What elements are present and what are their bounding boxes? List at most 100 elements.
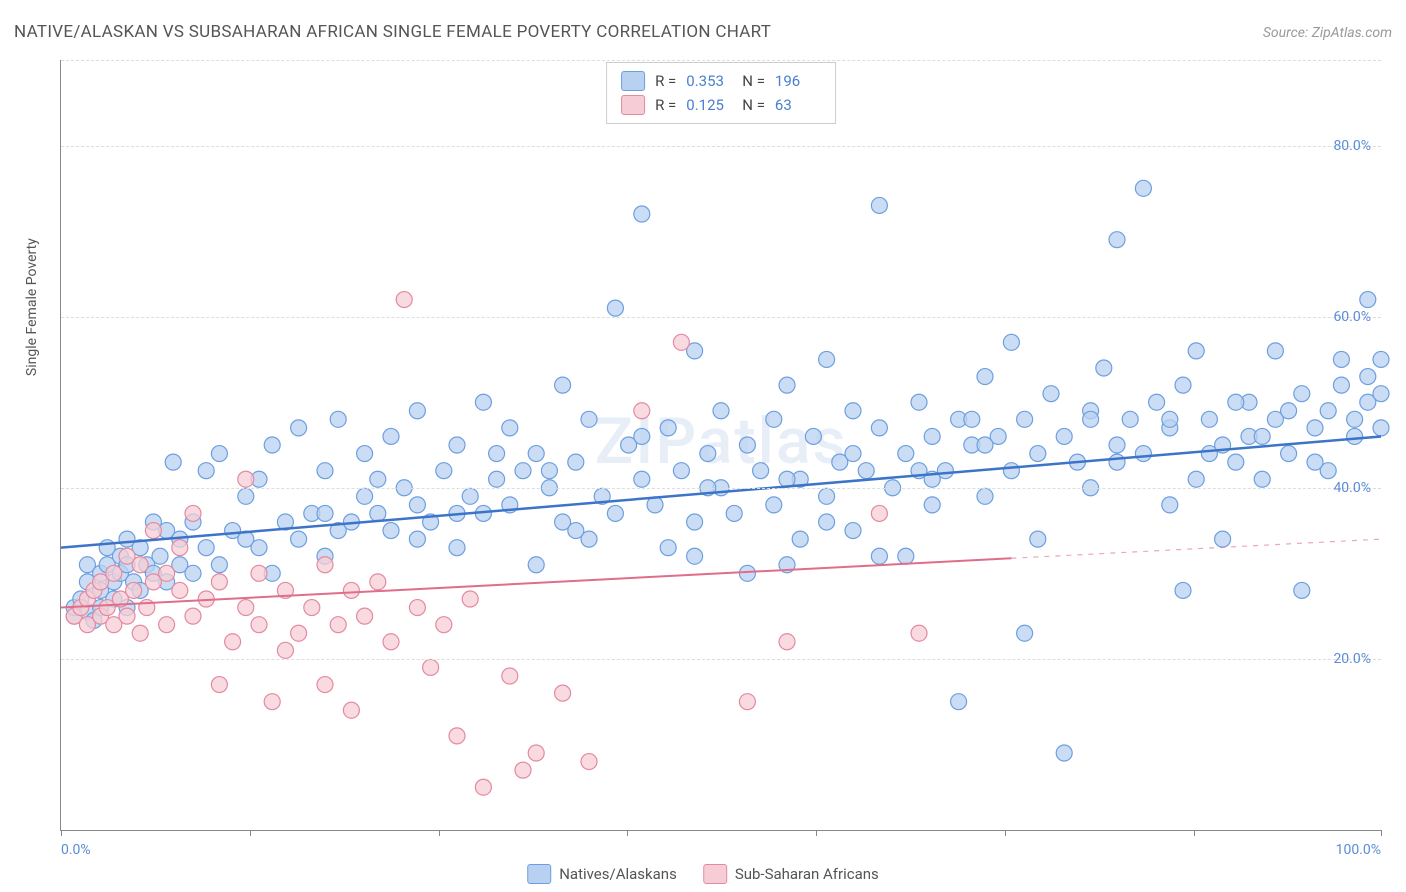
- data-point: [152, 548, 168, 564]
- data-point: [673, 334, 689, 350]
- data-point: [475, 779, 491, 795]
- data-point: [528, 557, 544, 573]
- data-point: [1056, 745, 1072, 761]
- data-point: [225, 634, 241, 650]
- data-point: [792, 531, 808, 547]
- data-point: [845, 446, 861, 462]
- data-point: [871, 548, 887, 564]
- data-point: [409, 531, 425, 547]
- data-point: [713, 403, 729, 419]
- source-attribution: Source: ZipAtlas.com: [1263, 25, 1392, 41]
- data-point: [1017, 625, 1033, 641]
- data-point: [304, 600, 320, 616]
- scatter-plot: ZIPatlas R = 0.353 N = 196 R = 0.125 N =…: [60, 60, 1381, 831]
- data-point: [251, 617, 267, 633]
- data-point: [871, 505, 887, 521]
- data-point: [805, 428, 821, 444]
- data-point: [977, 369, 993, 385]
- data-point: [317, 463, 333, 479]
- data-point: [436, 617, 452, 633]
- data-point: [911, 625, 927, 641]
- data-point: [291, 625, 307, 641]
- data-point: [172, 540, 188, 556]
- gridline: [61, 659, 1381, 660]
- x-tick: [439, 830, 440, 836]
- data-point: [211, 446, 227, 462]
- data-point: [568, 523, 584, 539]
- data-point: [924, 497, 940, 513]
- data-point: [871, 420, 887, 436]
- data-point: [819, 351, 835, 367]
- data-point: [291, 420, 307, 436]
- legend-item-natives: Natives/Alaskans: [527, 864, 677, 884]
- data-point: [1294, 582, 1310, 598]
- data-point: [1228, 394, 1244, 410]
- gridline: [61, 60, 1381, 61]
- data-point: [739, 565, 755, 581]
- gridline: [61, 317, 1381, 318]
- data-point: [489, 446, 505, 462]
- data-point: [581, 754, 597, 770]
- data-point: [409, 600, 425, 616]
- data-point: [766, 497, 782, 513]
- data-point: [700, 446, 716, 462]
- data-point: [343, 582, 359, 598]
- swatch-subsaharan-icon: [703, 864, 727, 884]
- data-point: [1347, 411, 1363, 427]
- chart-title: NATIVE/ALASKAN VS SUBSAHARAN AFRICAN SIN…: [14, 22, 771, 42]
- x-tick: [1381, 830, 1382, 836]
- data-point: [819, 514, 835, 530]
- data-point: [977, 488, 993, 504]
- data-point: [1030, 446, 1046, 462]
- data-point: [634, 428, 650, 444]
- data-point: [1188, 343, 1204, 359]
- data-point: [1122, 411, 1138, 427]
- data-point: [449, 728, 465, 744]
- data-point: [145, 523, 161, 539]
- stats-legend: R = 0.353 N = 196 R = 0.125 N = 63: [606, 62, 836, 124]
- data-point: [779, 377, 795, 393]
- data-point: [264, 694, 280, 710]
- x-tick: [1005, 830, 1006, 836]
- data-point: [1017, 411, 1033, 427]
- legend-item-subsaharan: Sub-Saharan Africans: [703, 864, 879, 884]
- series-legend: Natives/Alaskans Sub-Saharan Africans: [527, 864, 879, 884]
- data-point: [1056, 428, 1072, 444]
- gridline: [61, 146, 1381, 147]
- data-point: [673, 463, 689, 479]
- data-point: [739, 694, 755, 710]
- data-point: [396, 292, 412, 308]
- data-point: [819, 488, 835, 504]
- data-point: [1294, 386, 1310, 402]
- data-point: [1307, 420, 1323, 436]
- x-tick: [627, 830, 628, 836]
- regression-line: [61, 436, 1381, 547]
- data-point: [1109, 232, 1125, 248]
- data-point: [1333, 377, 1349, 393]
- data-point: [1347, 428, 1363, 444]
- data-point: [1373, 386, 1389, 402]
- data-point: [370, 471, 386, 487]
- data-point: [1254, 471, 1270, 487]
- data-point: [343, 702, 359, 718]
- data-point: [317, 505, 333, 521]
- data-point: [357, 608, 373, 624]
- data-point: [449, 437, 465, 453]
- data-point: [515, 762, 531, 778]
- data-point: [634, 403, 650, 419]
- data-point: [330, 411, 346, 427]
- data-point: [898, 548, 914, 564]
- data-point: [132, 557, 148, 573]
- data-point: [238, 600, 254, 616]
- stats-row-natives: R = 0.353 N = 196: [621, 69, 821, 93]
- data-point: [634, 206, 650, 222]
- data-point: [753, 463, 769, 479]
- data-point: [1281, 403, 1297, 419]
- legend-label-natives: Natives/Alaskans: [559, 865, 677, 883]
- data-point: [159, 565, 175, 581]
- data-point: [277, 642, 293, 658]
- data-point: [1360, 369, 1376, 385]
- x-max-label: 100.0%: [1336, 842, 1381, 858]
- data-point: [317, 557, 333, 573]
- data-point: [172, 582, 188, 598]
